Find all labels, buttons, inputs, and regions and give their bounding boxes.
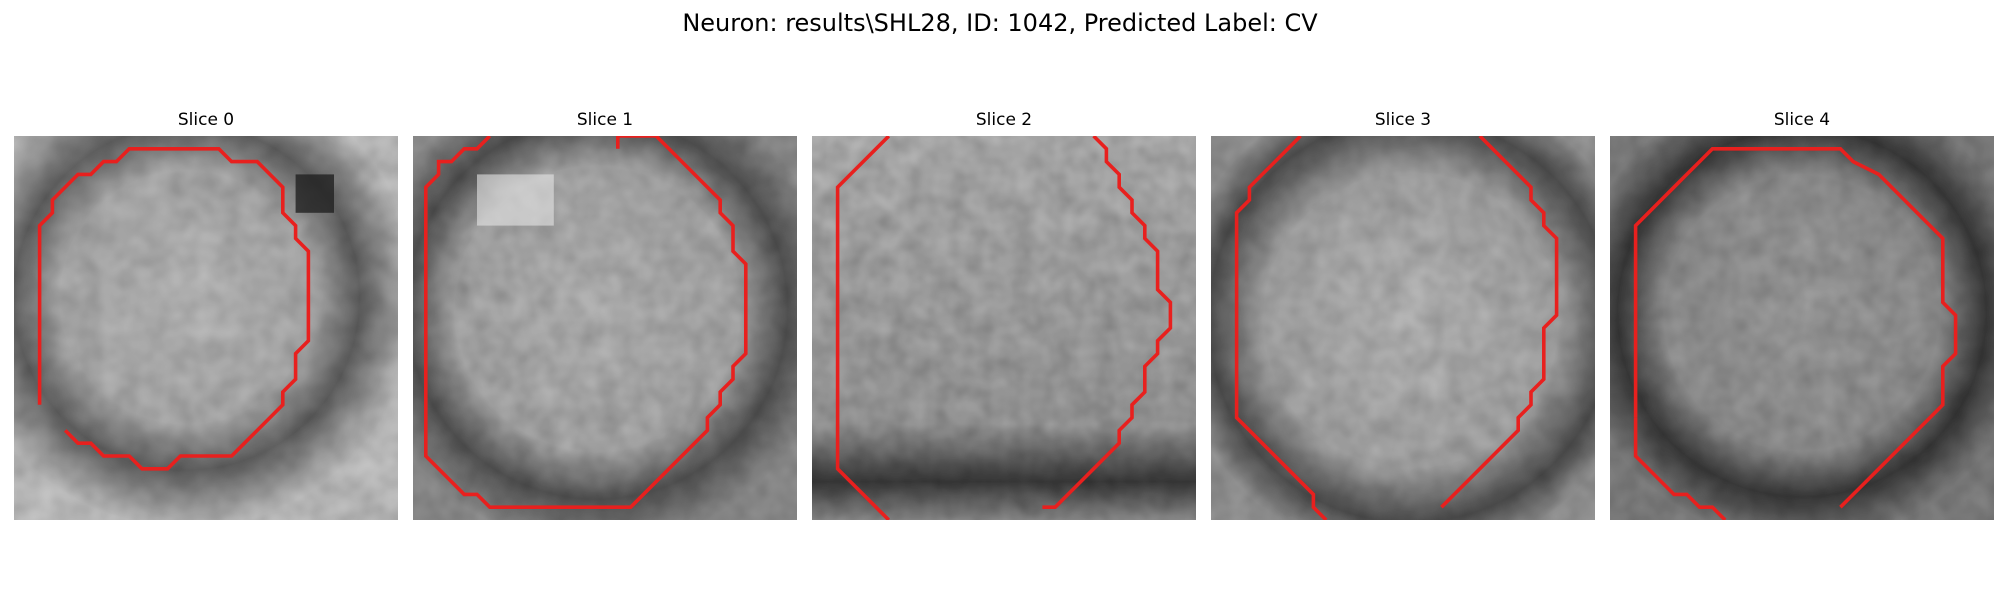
slice-panel-0: Slice 0	[14, 108, 398, 520]
slice-4-title: Slice 4	[1773, 110, 1831, 130]
slice-panel-3: Slice 3	[1211, 108, 1595, 520]
slice-2-title: Slice 2	[975, 110, 1033, 130]
slice-panel-2: Slice 2	[812, 108, 1196, 520]
slice-4-image	[1610, 136, 1994, 520]
slice-panel-4: Slice 4	[1610, 108, 1994, 520]
slice-panel-1: Slice 1	[413, 108, 797, 520]
slice-1-title: Slice 1	[576, 110, 634, 130]
slice-1-image	[413, 136, 797, 520]
slice-0-image	[14, 136, 398, 520]
slice-2-image	[812, 136, 1196, 520]
slice-3-image	[1211, 136, 1595, 520]
slice-3-title: Slice 3	[1374, 110, 1432, 130]
figure-title: Neuron: results\SHL28, ID: 1042, Predict…	[682, 9, 1318, 37]
slice-0-title: Slice 0	[177, 110, 235, 130]
